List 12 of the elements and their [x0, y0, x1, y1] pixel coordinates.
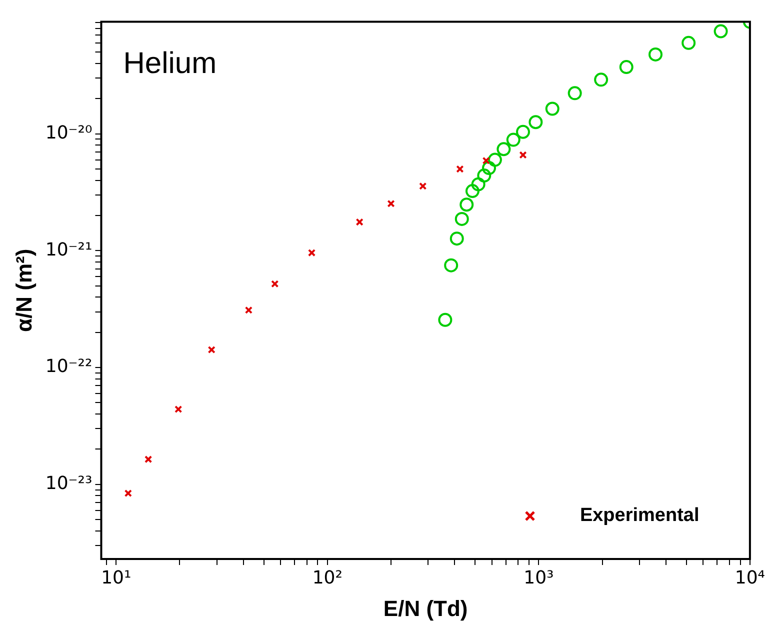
- y-tick-label: 10⁻²¹: [45, 239, 92, 260]
- x-tick-label: 10⁴: [734, 567, 765, 588]
- annotation: Helium: [123, 47, 217, 80]
- y-axis-title: α/N (m²): [11, 248, 36, 332]
- y-tick-label: 10⁻²³: [45, 473, 92, 494]
- x-tick-label: 10¹: [101, 567, 132, 588]
- y-tick-label: 10⁻²²: [45, 356, 92, 378]
- x-axis-title: E/N (Td): [383, 596, 468, 621]
- x-tick-label: 10³: [524, 567, 554, 588]
- x-tick-label: 10²: [312, 567, 342, 588]
- text: Experimental: [580, 505, 700, 527]
- y-tick-label: 10⁻²⁰: [45, 122, 92, 144]
